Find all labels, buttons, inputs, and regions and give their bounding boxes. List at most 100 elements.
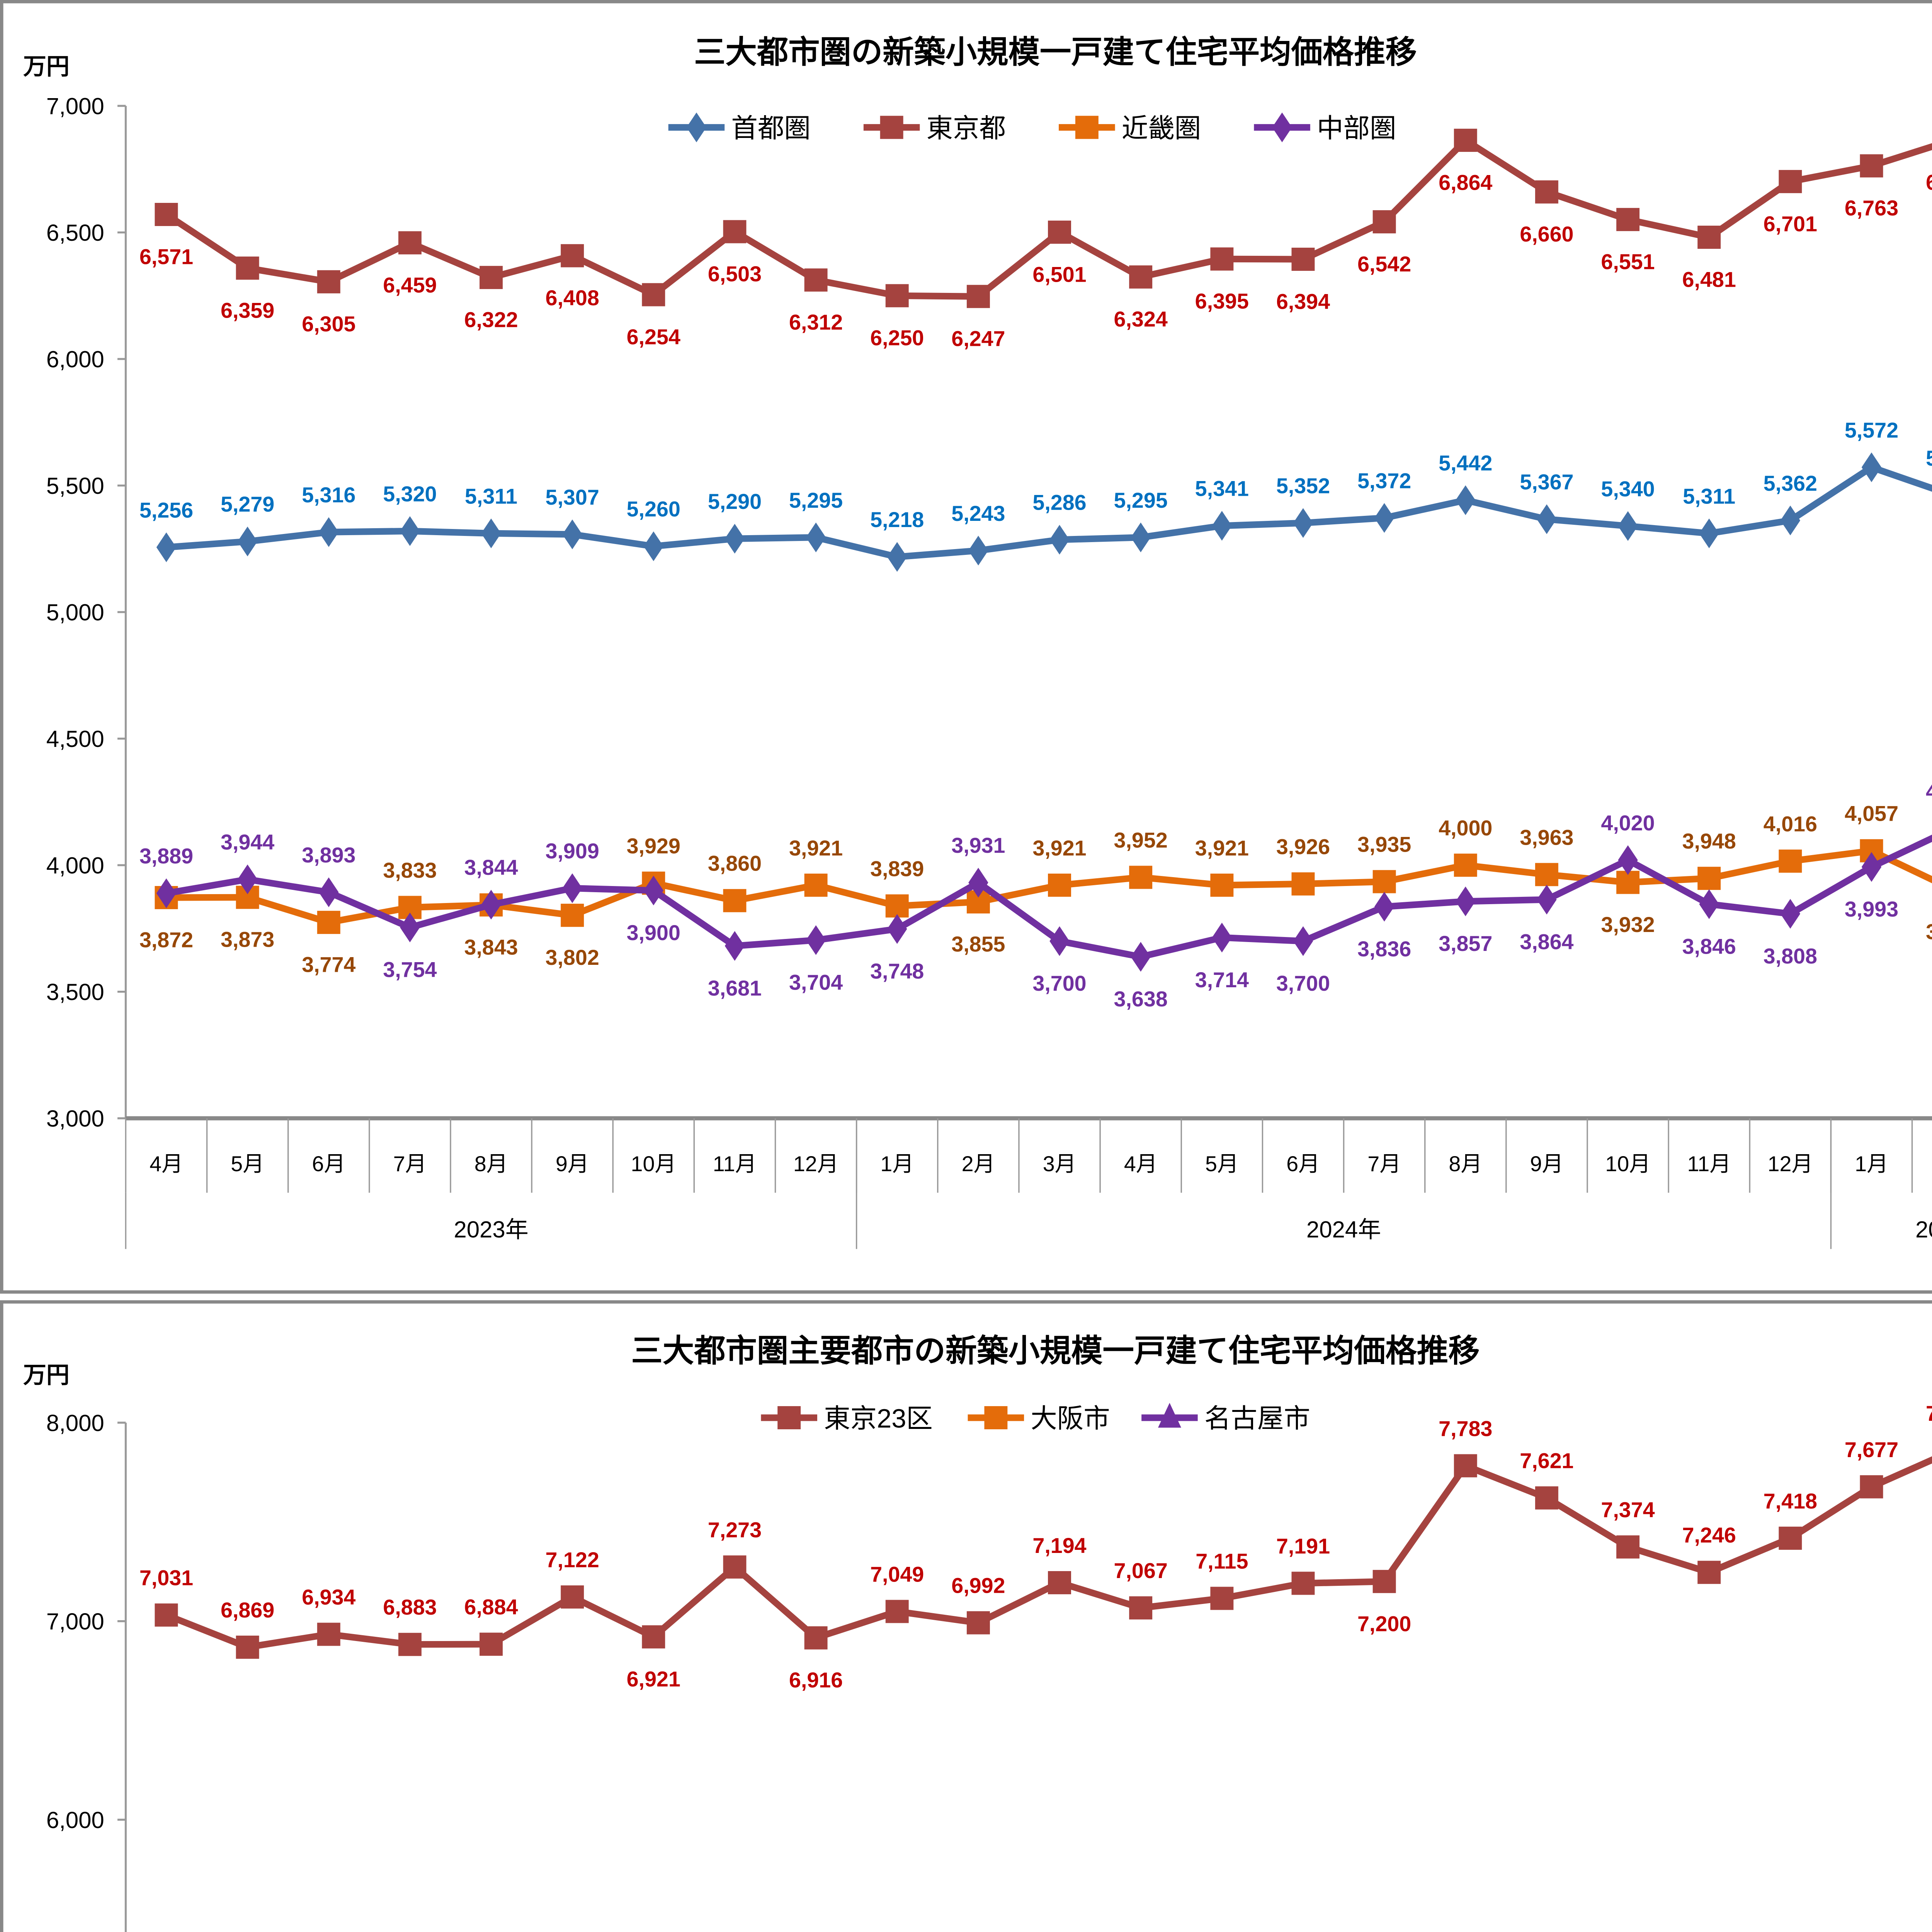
data-point [1212,922,1232,952]
chart-title: 三大都市圏の新築小規模一戸建て住宅平均価格推移 [694,35,1417,70]
data-point [155,1603,178,1627]
data-label: 3,843 [464,935,518,959]
data-point [643,531,663,561]
x-tick-label: 3月 [1043,1152,1077,1176]
data-label: 6,916 [789,1668,843,1692]
data-point [885,894,909,918]
x-tick-label: 6月 [1286,1152,1320,1176]
x-tick-label: 8月 [474,1152,508,1176]
data-point [400,516,420,546]
y-tick-label: 8,000 [46,1410,104,1436]
data-label: 3,893 [302,843,355,867]
data-point [723,1555,747,1579]
data-label: 3,926 [1276,835,1330,859]
data-label: 7,677 [1845,1438,1898,1462]
data-point [1131,522,1151,553]
data-label: 3,921 [1032,836,1086,860]
data-label: 3,836 [1357,937,1411,961]
x-tick-label: 12月 [1768,1152,1813,1176]
data-point [1372,1570,1396,1593]
data-point [1535,863,1558,886]
legend-marker-triangle-icon [1158,1403,1181,1428]
data-point [1049,926,1070,956]
data-label: 5,341 [1195,477,1249,501]
data-point [156,878,177,908]
legend-label: 名古屋市 [1204,1404,1310,1434]
data-label: 3,931 [951,833,1005,857]
series-1: 6,571 6,359 6,305 6,459 6,322 6,408 6,254 6,503… [139,129,1932,351]
data-label: 3,700 [1276,971,1330,995]
data-point [723,220,747,243]
data-label: 5,352 [1276,474,1330,498]
data-point [1780,899,1800,929]
data-point [561,903,584,927]
data-label: 4,000 [1439,816,1492,840]
data-label: 7,191 [1276,1534,1330,1558]
data-label: 6,921 [627,1667,680,1691]
y-tick-label: 4,500 [46,726,104,752]
data-point [1861,852,1882,882]
legend-label: 中部圏 [1317,113,1396,143]
legend-label: 大阪市 [1031,1404,1110,1434]
plot-area: 5,256 5,279 5,316 5,320 5,311 5,307 5,260 5,290… [139,129,1932,1011]
data-point [1697,867,1721,890]
y-tick-label: 3,500 [46,979,104,1005]
legend-marker-diamond-icon [1272,112,1292,143]
data-point [1779,1526,1802,1550]
series-line [165,1456,1932,1651]
data-label: 6,359 [221,298,274,322]
data-point [1049,525,1070,555]
data-label: 6,884 [464,1595,518,1619]
data-label: 7,859 [1926,1401,1932,1425]
data-label: 7,621 [1520,1449,1573,1473]
data-label: 3,833 [383,858,437,882]
data-point [804,873,828,897]
legend-marker-square-icon [777,1406,801,1429]
data-point [1291,1571,1315,1595]
data-label: 6,395 [1195,289,1249,313]
x-tick-label: 12月 [793,1152,839,1176]
y-axis-unit-label: 万円 [23,54,70,80]
data-label: 3,864 [1520,930,1573,954]
data-label: 5,218 [870,508,924,532]
data-label: 4,145 [1926,779,1932,803]
data-label: 3,921 [789,836,843,860]
x-tick-label: 11月 [1687,1152,1731,1176]
data-label: 5,311 [465,484,517,508]
x-tick-label: 4月 [150,1152,183,1176]
data-label: 6,864 [1439,171,1492,195]
data-label: 3,935 [1357,833,1411,857]
data-label: 3,929 [627,834,680,858]
data-label: 5,572 [1845,418,1898,442]
legend: 首都圏 東京都 近畿圏 中部圏 [668,112,1396,143]
data-label: 6,247 [951,327,1005,351]
x-tick-label: 10月 [631,1152,677,1176]
data-point [1779,170,1802,193]
data-point [1048,873,1071,897]
y-tick-label: 4,000 [46,853,104,879]
data-point [887,914,907,944]
data-point [1293,508,1313,538]
data-point [1860,154,1883,178]
data-point [1210,1587,1234,1610]
data-label: 3,857 [1439,932,1492,956]
data-label: 6,660 [1520,222,1573,246]
data-label: 3,681 [708,976,762,1000]
x-group-label: 2023年 [454,1216,528,1242]
data-label: 6,324 [1114,307,1168,331]
chart-panel-regions: 三大都市圏の新築小規模一戸建て住宅平均価格推移 万円 首都圏 東京都 近畿圏 中部圏 … [0,0,1932,1294]
legend-label: 東京23区 [824,1404,933,1434]
data-label: 7,049 [870,1562,924,1586]
data-point [319,877,339,907]
legend-marker-square-icon [880,116,903,139]
data-label: 3,802 [546,946,599,969]
data-point [562,519,582,549]
data-point [1697,1561,1721,1584]
data-label: 3,909 [546,839,599,863]
data-point [1861,452,1882,482]
x-tick-label: 8月 [1449,1152,1482,1176]
data-label: 3,860 [708,852,762,876]
data-label: 6,312 [789,310,843,334]
data-point [155,203,178,226]
